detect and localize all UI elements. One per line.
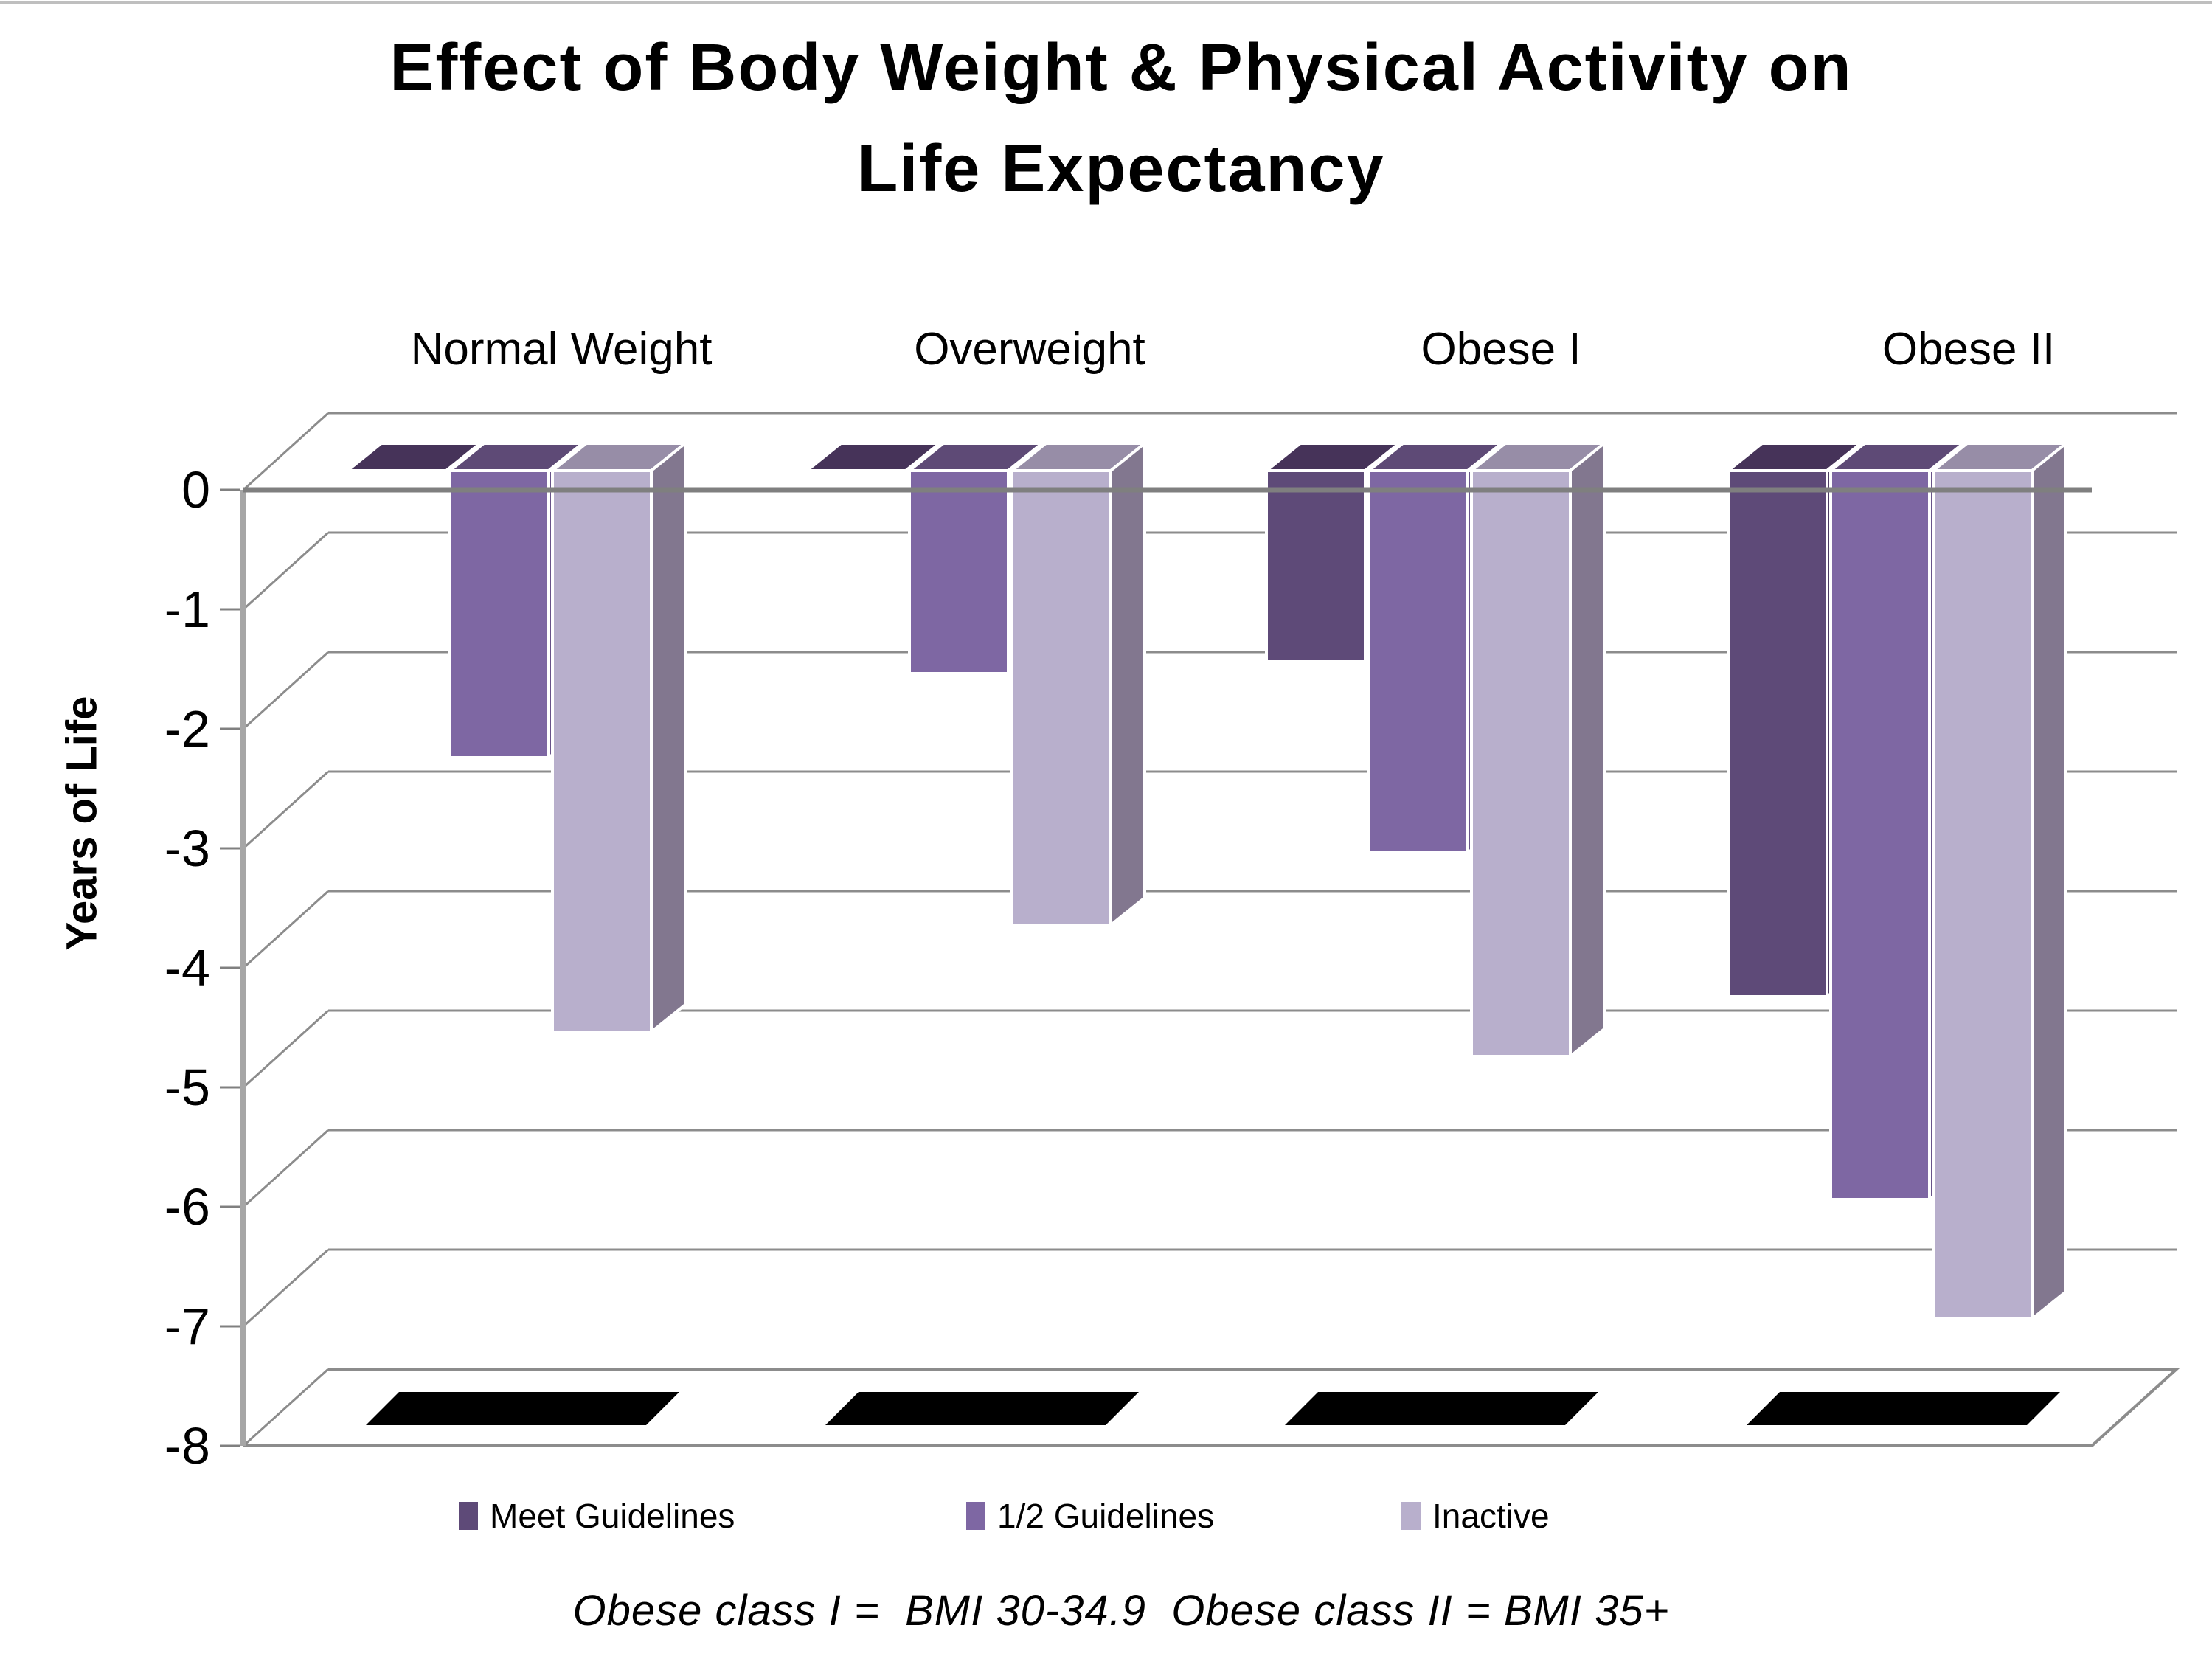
floor-shadow bbox=[366, 1392, 679, 1425]
y-tick-label: -1 bbox=[164, 581, 210, 638]
category-label-normal-weight: Normal Weight bbox=[410, 324, 713, 375]
gridline-wall-segment bbox=[242, 1368, 330, 1447]
floor-shadow bbox=[1285, 1392, 1598, 1425]
legend-swatch bbox=[966, 1502, 985, 1530]
y-tick-label: -5 bbox=[164, 1059, 210, 1116]
bar-inactive-normal-weight-side bbox=[650, 440, 687, 1036]
gridline-wall-segment bbox=[242, 531, 330, 611]
gridline-wall-segment bbox=[242, 890, 330, 969]
y-tick-label: -8 bbox=[164, 1417, 210, 1475]
y-axis-line bbox=[240, 490, 246, 1446]
legend-label: Meet Guidelines bbox=[490, 1497, 735, 1535]
bar-meet-guidelines-obese-ii bbox=[1727, 469, 1828, 998]
legend-item-meet-guidelines: Meet Guidelines bbox=[459, 1496, 735, 1536]
legend-label: 1/2 Guidelines bbox=[997, 1497, 1215, 1535]
gridline-wall-segment bbox=[242, 1129, 330, 1208]
bar-inactive-overweight-side bbox=[1109, 440, 1146, 929]
chart-title-line2: Life Expectancy bbox=[857, 131, 1385, 206]
category-label-obese-ii: Obese II bbox=[1882, 324, 2056, 375]
y-axis-title: Years of Life bbox=[58, 696, 106, 951]
bar-inactive-obese-i bbox=[1470, 469, 1572, 1058]
floor-shadow bbox=[825, 1392, 1139, 1425]
gridline-wall-segment bbox=[242, 412, 330, 491]
legend-swatch bbox=[459, 1502, 478, 1530]
bar-inactive-obese-i-side bbox=[1569, 440, 1606, 1060]
bar-meet-guidelines-overweight-top bbox=[802, 442, 944, 472]
floor-outline bbox=[243, 1368, 2181, 1447]
legend-item-inactive: Inactive bbox=[1401, 1496, 1550, 1536]
bar-meet-guidelines-normal-weight-top bbox=[343, 442, 485, 472]
chart-title: Effect of Body Weight & Physical Activit… bbox=[30, 18, 2212, 220]
y-tick-label: -2 bbox=[164, 700, 210, 758]
y-tick-label: -7 bbox=[164, 1298, 210, 1355]
footnote: Obese class I = BMI 30-34.9 Obese class … bbox=[572, 1587, 1670, 1635]
bar-1-2-guidelines-obese-i bbox=[1367, 469, 1469, 854]
bar-inactive-obese-ii-side bbox=[2031, 440, 2067, 1323]
category-label-obese-i: Obese I bbox=[1421, 324, 1581, 375]
image-top-border bbox=[0, 1, 2212, 4]
bar-1-2-guidelines-obese-ii bbox=[1829, 469, 1931, 1201]
legend-swatch bbox=[1401, 1502, 1421, 1530]
bar-meet-guidelines-obese-i bbox=[1265, 469, 1367, 663]
y-tick-label: -4 bbox=[164, 939, 210, 997]
legend-item-1-2-guidelines: 1/2 Guidelines bbox=[966, 1496, 1214, 1536]
y-tick-label: -3 bbox=[164, 820, 210, 877]
bar-1-2-guidelines-overweight bbox=[908, 469, 1010, 675]
legend-label: Inactive bbox=[1432, 1497, 1550, 1535]
floor-shadow bbox=[1747, 1392, 2060, 1425]
category-label-overweight: Overweight bbox=[914, 324, 1145, 375]
gridline-wall-segment bbox=[242, 770, 330, 850]
chart-title-line1: Effect of Body Weight & Physical Activit… bbox=[389, 31, 1853, 105]
bar-inactive-overweight bbox=[1010, 469, 1112, 927]
bar-inactive-obese-ii bbox=[1932, 469, 2034, 1320]
y-tick-label: 0 bbox=[181, 461, 210, 519]
gridline-wall-segment bbox=[242, 1009, 330, 1089]
y-tick-label: -6 bbox=[164, 1178, 210, 1236]
bar-inactive-normal-weight bbox=[551, 469, 653, 1033]
gridline-wall-segment bbox=[242, 651, 330, 730]
bar-1-2-guidelines-normal-weight bbox=[448, 469, 550, 759]
gridline-wall-segment bbox=[242, 1248, 330, 1328]
